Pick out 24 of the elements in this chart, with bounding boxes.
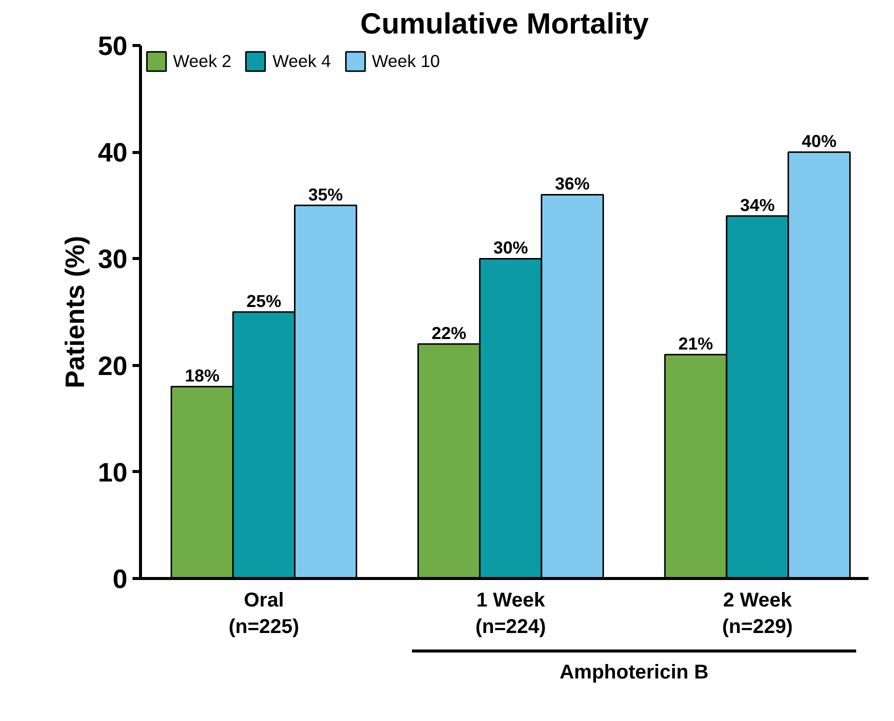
y-tick-label: 10 — [98, 457, 128, 488]
data-label: 30% — [493, 238, 528, 258]
data-label: 25% — [246, 291, 282, 311]
x-tick-label: Oral (n=225) — [228, 590, 300, 638]
legend-label: Week 4 — [272, 50, 331, 72]
data-label: 36% — [555, 174, 590, 194]
y-tick-label: 50 — [98, 31, 128, 61]
y-axis-title: Patients (%) — [60, 236, 90, 388]
data-label: 21% — [678, 334, 714, 354]
data-label: 35% — [308, 184, 343, 204]
x-tick-label: 2 Week (n=229) — [722, 590, 793, 638]
legend-label: Week 10 — [372, 50, 440, 72]
text: Amphotericin B — [560, 662, 709, 684]
y-tick-label: 40 — [98, 138, 128, 168]
chart-title: Cumulative Mortality — [360, 8, 650, 40]
data-label: 18% — [184, 366, 220, 386]
x-tick-label: 1 Week (n=224) — [475, 590, 546, 638]
data-label: 34% — [740, 195, 775, 216]
y-tick-label: 20 — [98, 350, 128, 381]
data-label: 40% — [802, 131, 836, 152]
y-tick-label: 30 — [98, 244, 128, 274]
legend-label: Week 2 — [173, 50, 232, 72]
data-label: 22% — [432, 322, 466, 343]
y-tick-label: 0 — [112, 564, 128, 594]
